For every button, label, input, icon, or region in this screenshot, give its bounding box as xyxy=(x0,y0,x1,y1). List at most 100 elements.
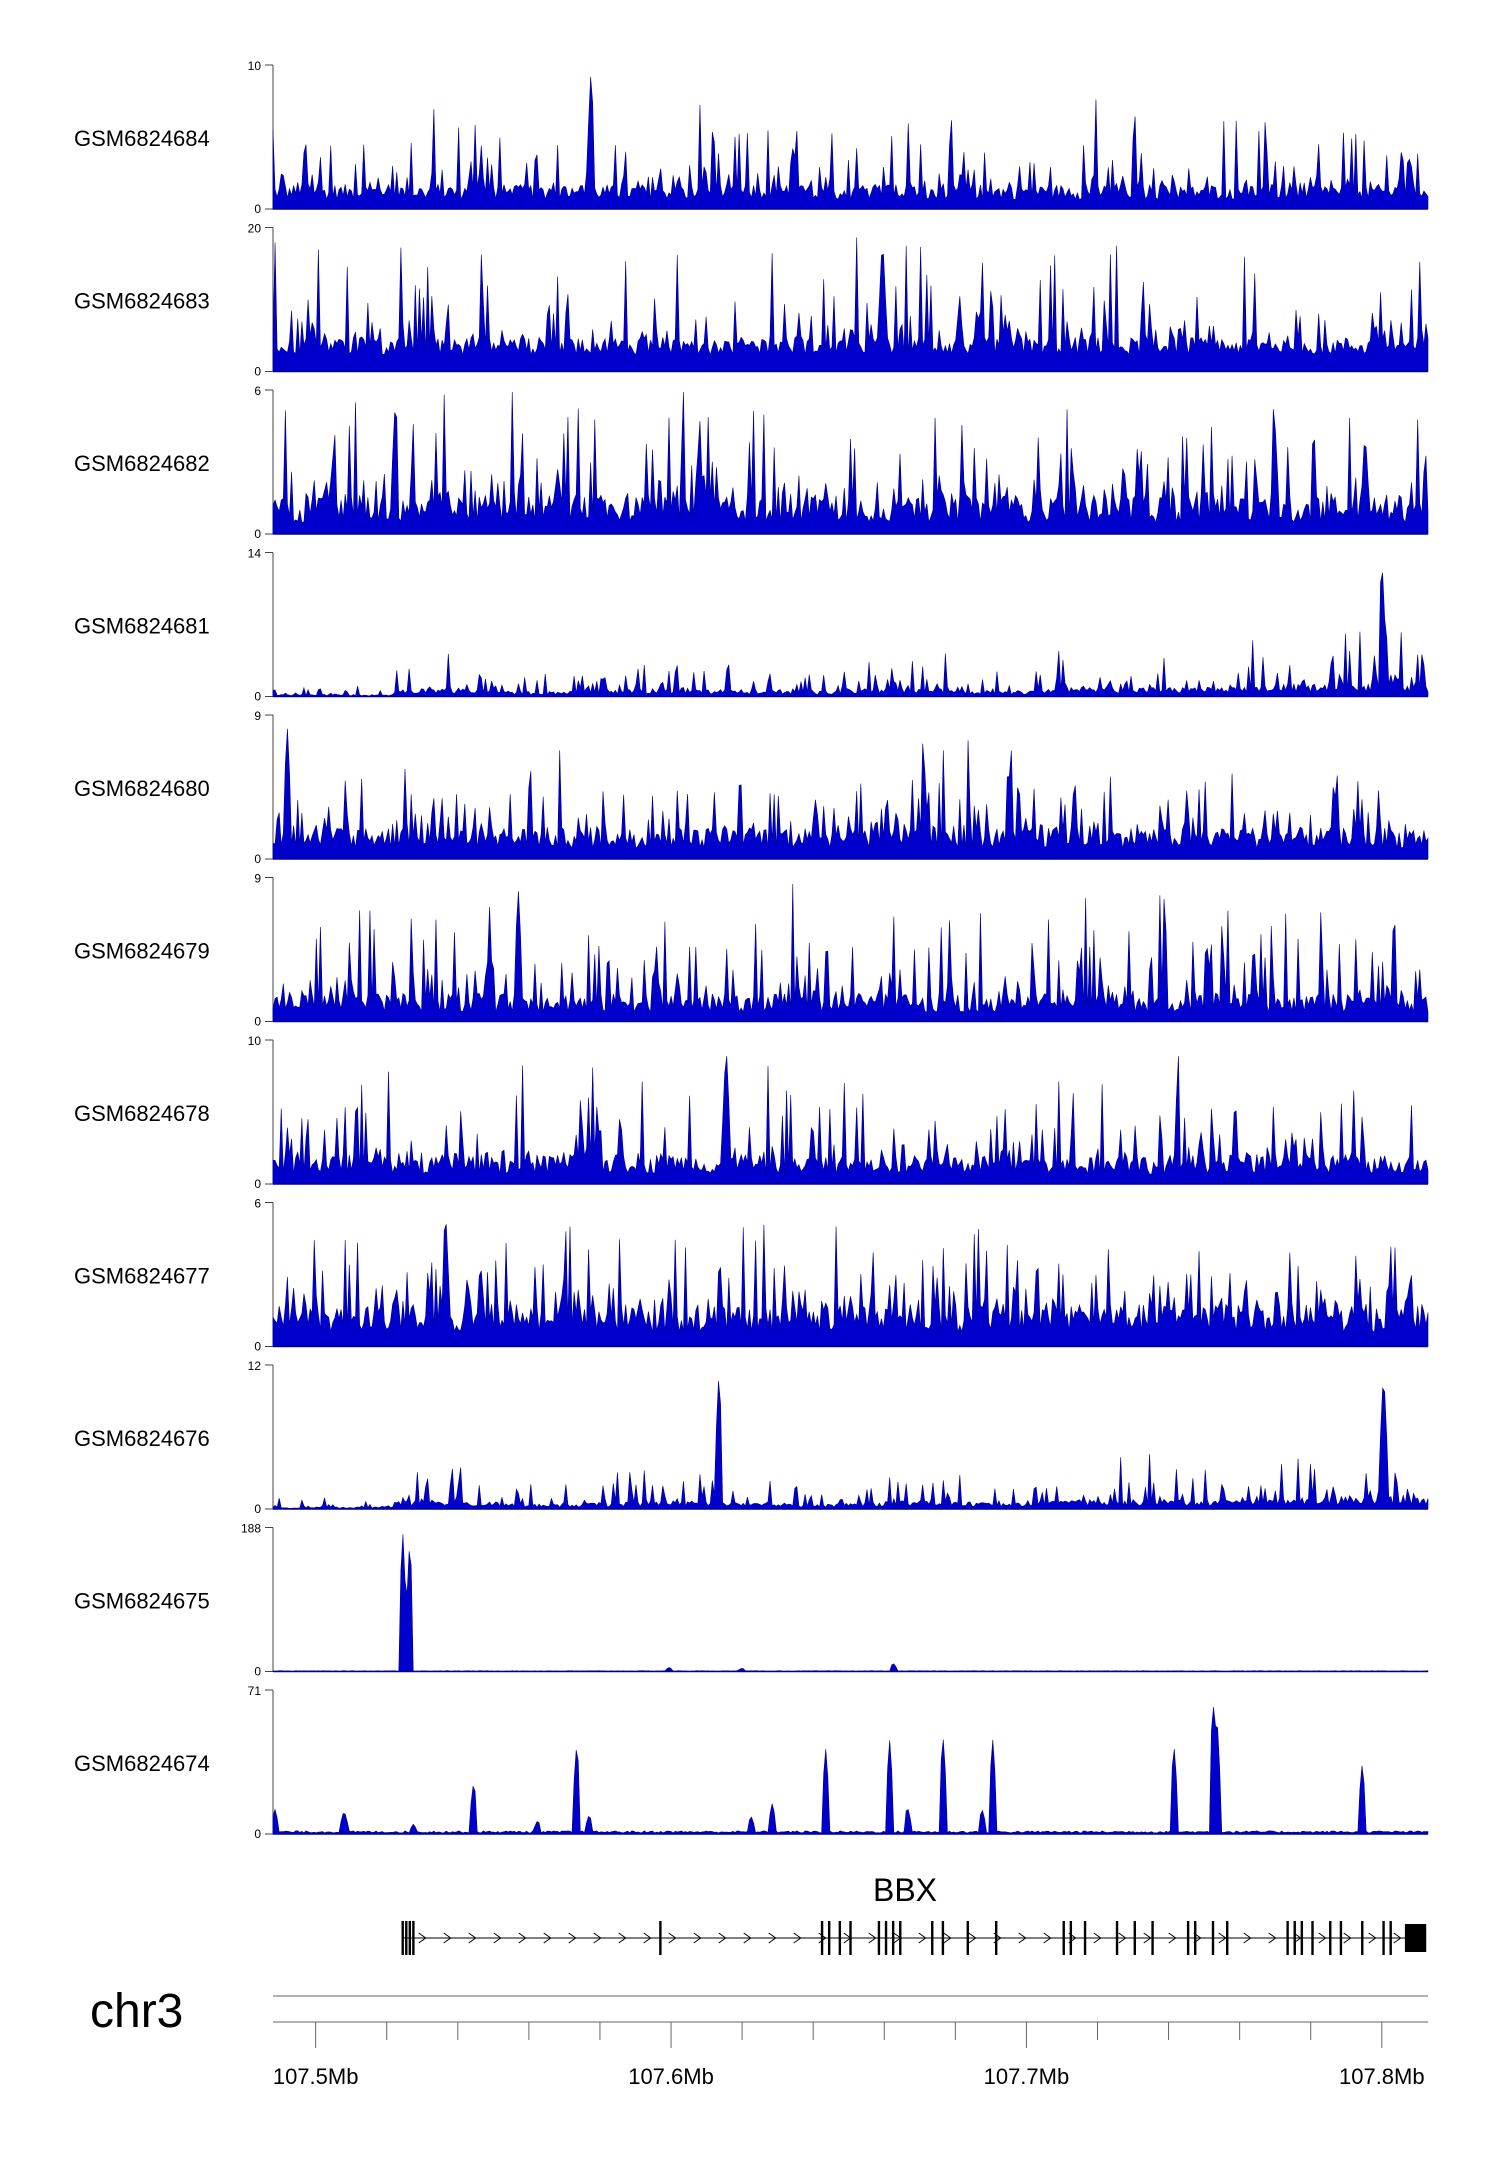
gene-exon xyxy=(1329,1921,1332,1955)
strand-arrow xyxy=(468,1932,477,1944)
track-GSM6824674: GSM6824674 71 0 xyxy=(74,1684,1429,1841)
signal-area xyxy=(272,1224,1429,1347)
signal-area xyxy=(272,1707,1429,1835)
track-name-label: GSM6824676 xyxy=(74,1426,210,1451)
strand-arrow xyxy=(793,1932,802,1944)
axis-tick-label: 107.5Mb xyxy=(273,2064,359,2089)
strand-arrow xyxy=(493,1932,502,1944)
track-name-label: GSM6824683 xyxy=(74,289,210,314)
gene-exon xyxy=(1151,1921,1154,1955)
y-axis-max-label: 9 xyxy=(254,709,261,723)
gene-exon xyxy=(1133,1921,1137,1955)
axis-tick-label: 107.6Mb xyxy=(628,2064,714,2089)
y-axis-min-label: 0 xyxy=(254,1340,261,1354)
gene-exon xyxy=(1115,1921,1119,1955)
signal-area xyxy=(272,1380,1429,1510)
gene-track: BBX xyxy=(401,1872,1427,1955)
y-axis-max-label: 20 xyxy=(248,222,262,236)
strand-arrow xyxy=(1218,1932,1227,1944)
track-GSM6824676: GSM6824676 12 0 xyxy=(74,1359,1429,1516)
strand-arrow xyxy=(518,1932,527,1944)
gene-exon xyxy=(1069,1921,1073,1955)
strand-arrow xyxy=(418,1932,427,1944)
y-axis-min-label: 0 xyxy=(254,1015,261,1029)
y-axis-min-label: 0 xyxy=(254,1827,261,1841)
strand-arrow xyxy=(718,1932,727,1944)
strand-arrow xyxy=(1318,1932,1327,1944)
gene-exon xyxy=(1194,1921,1197,1955)
gene-exon xyxy=(1300,1921,1304,1955)
strand-arrow xyxy=(743,1932,752,1944)
y-axis-max-label: 9 xyxy=(254,872,261,886)
strand-arrow xyxy=(1393,1932,1402,1944)
strand-arrow xyxy=(968,1932,977,1944)
track-GSM6824681: GSM6824681 14 0 xyxy=(74,547,1429,704)
strand-arrow xyxy=(1143,1932,1152,1944)
signal-area xyxy=(272,1056,1429,1185)
gene-exon xyxy=(1311,1921,1314,1955)
gene-exon xyxy=(1186,1921,1190,1955)
gene-exon xyxy=(1211,1921,1215,1955)
track-GSM6824683: GSM6824683 20 0 xyxy=(74,222,1429,379)
strand-arrow xyxy=(1343,1932,1352,1944)
gene-exon xyxy=(1339,1921,1343,1955)
track-name-label: GSM6824674 xyxy=(74,1751,210,1776)
y-axis-min-label: 0 xyxy=(254,690,261,704)
y-axis-min-label: 0 xyxy=(254,1502,261,1516)
strand-arrow xyxy=(593,1932,602,1944)
strand-arrow xyxy=(1243,1932,1252,1944)
strand-arrow xyxy=(1268,1932,1277,1944)
chromosome-label: chr3 xyxy=(90,1985,183,2038)
axis-tick-label: 107.8Mb xyxy=(1339,2064,1425,2089)
signal-area xyxy=(272,1534,1429,1672)
strand-arrow xyxy=(568,1932,577,1944)
track-name-label: GSM6824682 xyxy=(74,451,210,476)
gene-terminal-exon xyxy=(1404,1924,1427,1952)
strand-arrow xyxy=(443,1932,452,1944)
gene-exon xyxy=(1382,1921,1385,1955)
gene-exon xyxy=(408,1921,412,1955)
track-name-label: GSM6824679 xyxy=(74,939,210,964)
track-name-label: GSM6824680 xyxy=(74,776,210,801)
gene-exon xyxy=(891,1921,895,1955)
track-name-label: GSM6824684 xyxy=(74,126,210,151)
gene-exon xyxy=(884,1921,888,1955)
y-axis-max-label: 14 xyxy=(248,547,262,561)
gene-exon xyxy=(1083,1921,1087,1955)
track-GSM6824678: GSM6824678 10 0 xyxy=(74,1034,1429,1191)
gene-exon xyxy=(405,1921,408,1955)
track-name-label: GSM6824675 xyxy=(74,1589,210,1614)
track-GSM6824679: GSM6824679 9 0 xyxy=(74,872,1429,1029)
strand-arrow xyxy=(943,1932,952,1944)
gene-model xyxy=(401,1921,1427,1955)
strand-arrow xyxy=(1118,1932,1127,1944)
gene-name-label: BBX xyxy=(873,1872,937,1908)
gene-exon xyxy=(838,1921,842,1955)
signal-area xyxy=(272,572,1429,697)
y-axis-min-label: 0 xyxy=(254,365,261,379)
gene-exon xyxy=(1062,1921,1065,1955)
genome-axis-track: chr3 107.5Mb 107.6Mb 107.7Mb 107.8Mb xyxy=(90,1985,1428,2089)
signal-area xyxy=(272,884,1429,1022)
strand-arrow xyxy=(668,1932,677,1944)
track-GSM6824680: GSM6824680 9 0 xyxy=(74,709,1429,866)
gene-exon xyxy=(966,1921,969,1955)
signal-area xyxy=(272,76,1429,210)
signal-area xyxy=(272,391,1429,535)
gene-exon xyxy=(1389,1921,1392,1955)
axis-tick-label: 107.7Mb xyxy=(984,2064,1070,2089)
gene-exon xyxy=(1361,1921,1364,1955)
signal-area xyxy=(272,237,1429,372)
gene-exon xyxy=(941,1921,945,1955)
gene-exon xyxy=(877,1921,881,1955)
track-name-label: GSM6824677 xyxy=(74,1264,210,1289)
strand-arrow xyxy=(1093,1932,1102,1944)
strand-arrow xyxy=(543,1932,552,1944)
y-axis-max-label: 71 xyxy=(248,1684,262,1698)
y-axis-min-label: 0 xyxy=(254,527,261,541)
data-tracks: GSM6824684100GSM6824683200GSM682468260GS… xyxy=(74,59,1429,1841)
y-axis-max-label: 10 xyxy=(248,1034,262,1048)
strand-arrow xyxy=(768,1932,777,1944)
gene-exon xyxy=(1226,1921,1229,1955)
